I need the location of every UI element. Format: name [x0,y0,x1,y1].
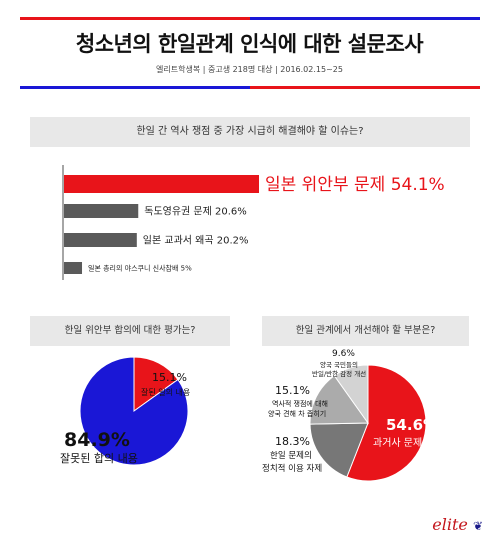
header-bottom-line-red [250,86,480,89]
pie2-label-2a: 한일 문제의 [270,450,312,461]
pie1-slice-2 [79,356,189,466]
pie1-slice-1 [133,356,179,412]
pie2-label-4b: 반일/반한 감정 개선 [312,369,366,378]
footprint-icon: ❦ [472,519,483,533]
pie2-value-4: 9.6% [332,349,355,359]
question-1-title: 한일 간 역사 쟁점 중 가장 시급히 해결해야 할 이슈는? [30,117,470,147]
pie2-slice-2 [309,422,369,478]
pie1-value-1: 15.1% [152,371,187,384]
elite-logo-text: elite [432,515,468,534]
header-top-line-blue [250,17,480,20]
pie1-value-2: 84.9% [64,429,130,451]
pie2-label-3b: 양국 견해 차 좁히기 [268,409,326,418]
bar-3 [64,233,137,247]
pie2-label-1: 과거사 문제 청산 [373,437,444,449]
pie2-label-4a: 양국 국민들의 [320,360,358,369]
bar-label-4: 일본 총리의 야스쿠니 신사참배 5% [88,264,192,273]
pie2-label-2b: 정치적 이용 자제 [262,463,322,474]
pie2-value-2: 18.3% [275,435,310,448]
page-title: 청소년의 한일관계 인식에 대한 설문조사 [75,32,424,56]
header-bottom-line-blue [20,86,250,89]
pie1-label-2: 잘못된 합의 내용 [60,452,138,465]
bar-2 [64,204,139,218]
bar-label-3: 일본 교과서 왜곡 20.2% [143,235,249,247]
bar-1 [64,175,259,193]
pie2-slice-3 [309,375,369,425]
bar-label-1: 일본 위안부 문제 54.1% [265,175,445,195]
question-2-title: 한일 위안부 합의에 대한 평가는? [30,316,230,346]
pie1-label-1: 잘된 일의 내용 [141,387,190,397]
header-top-line-red [20,17,250,20]
page-subtitle: 엘리트학생복 | 중고생 218명 대상 | 2016.02.15~25 [156,65,343,74]
bar-label-2: 독도영유권 문제 20.6% [144,206,247,218]
elite-logo: elite ❦ [432,515,483,534]
pie2-slice-4 [333,364,369,425]
pie2-slice-1 [346,364,427,482]
question-3-title: 한일 관계에서 개선해야 할 부분은? [262,316,469,346]
pie2-value-1: 54.6% [386,416,438,434]
bar-4 [64,262,83,274]
pie2-value-3: 15.1% [275,384,310,397]
pie2-label-3a: 역사적 쟁점에 대해 [272,399,328,408]
